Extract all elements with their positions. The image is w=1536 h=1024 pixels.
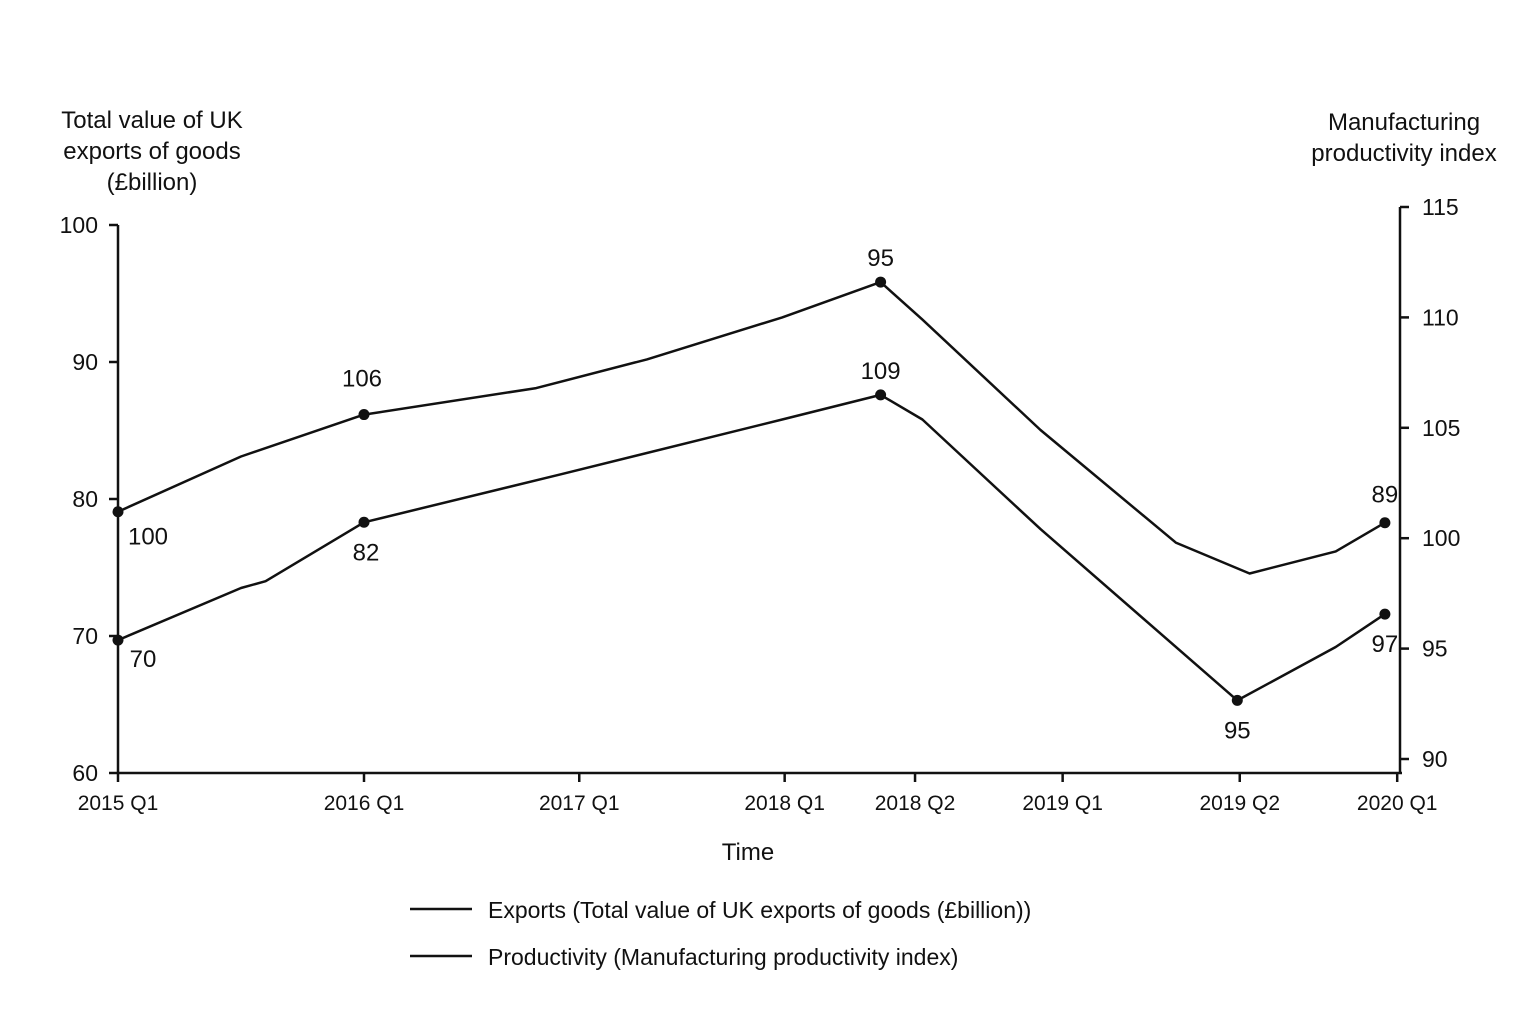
series-layer: 70 82 109 95 97 100 106 95 89 [112, 245, 1399, 744]
right-tick-label: 105 [1422, 415, 1460, 441]
left-axis-title-line: Total value of UK [61, 107, 242, 134]
data-label: 89 [1372, 482, 1399, 509]
x-tick-label: 2018 Q2 [875, 792, 956, 815]
x-tick-label: 2019 Q2 [1199, 792, 1280, 815]
x-tick-label: 2015 Q1 [78, 792, 159, 815]
series-line [117, 393, 1386, 702]
right-axis-title-line: productivity index [1311, 140, 1496, 167]
x-axis-ticks: 2015 Q1 2016 Q1 2017 Q1 2018 Q1 2018 Q2 2019 … [78, 773, 1438, 815]
right-axis-title: Manufacturing productivity index [1311, 109, 1496, 167]
data-label: 97 [1372, 631, 1399, 658]
right-axis-ticks: 115 110 105 100 95 90 [1400, 194, 1460, 772]
data-label: 95 [867, 245, 894, 272]
right-tick-label: 115 [1422, 194, 1459, 220]
x-tick-label: 2018 Q1 [744, 792, 825, 815]
axes [116, 207, 1402, 775]
left-axis-title-line: (£billion) [107, 169, 198, 196]
left-tick-label: 90 [72, 349, 98, 375]
right-axis-title-line: Manufacturing [1328, 109, 1480, 136]
left-tick-label: 80 [72, 486, 98, 512]
x-axis-title: Time [722, 839, 774, 866]
data-label: 82 [353, 539, 380, 566]
data-label: 70 [130, 646, 157, 673]
right-tick-label: 90 [1422, 746, 1448, 772]
right-tick-label: 95 [1422, 636, 1448, 662]
legend: Exports (Total value of UK exports of go… [410, 897, 1031, 970]
data-point-marker [875, 389, 887, 401]
data-point-marker [1379, 517, 1391, 529]
left-tick-label: 70 [72, 623, 98, 649]
series-0: 70 82 109 95 97 [112, 358, 1399, 744]
x-tick-label: 2017 Q1 [539, 792, 620, 815]
legend-label: Productivity (Manufacturing productivity… [488, 944, 958, 970]
left-axis-title: Total value of UK exports of goods (£billi… [61, 107, 242, 196]
x-tick-label: 2020 Q1 [1357, 792, 1438, 815]
data-point-marker [112, 506, 124, 518]
data-label: 100 [128, 524, 168, 551]
data-point-marker [1379, 608, 1391, 620]
right-tick-label: 110 [1422, 304, 1459, 330]
data-label: 109 [861, 358, 901, 385]
left-tick-label: 100 [60, 212, 98, 238]
series-1: 100 106 95 89 [112, 245, 1399, 575]
legend-label: Exports (Total value of UK exports of go… [488, 897, 1031, 923]
left-tick-label: 60 [72, 760, 98, 786]
x-tick-label: 2016 Q1 [324, 792, 405, 815]
data-point-marker [1231, 694, 1243, 706]
left-axis-title-line: exports of goods [63, 138, 240, 165]
data-label: 106 [342, 366, 382, 393]
right-tick-label: 100 [1422, 525, 1460, 551]
data-point-marker [358, 516, 370, 528]
data-point-marker [358, 409, 370, 421]
left-axis-ticks: 100 90 80 70 60 [60, 212, 118, 786]
data-point-marker [112, 634, 124, 646]
data-label: 95 [1224, 717, 1251, 744]
data-point-marker [875, 276, 887, 288]
x-tick-label: 2019 Q1 [1022, 792, 1103, 815]
